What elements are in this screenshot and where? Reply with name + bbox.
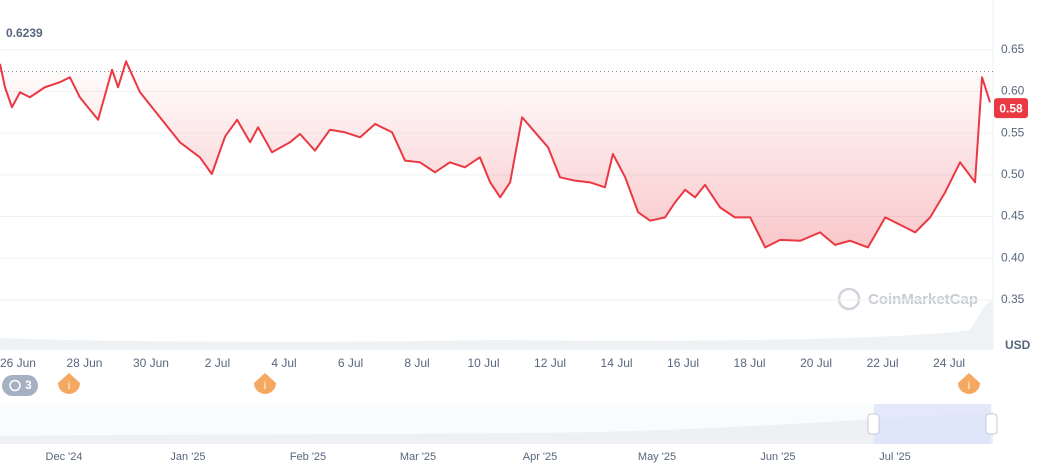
event-marker-shape — [58, 373, 80, 394]
event-marker-label: i — [968, 380, 970, 392]
y-tick-label: 0.45 — [1001, 209, 1025, 223]
reference-label: 0.6239 — [6, 26, 43, 40]
y-tick-label: 0.40 — [1001, 250, 1025, 264]
x-tick-label: 8 Jul — [404, 356, 429, 370]
x-tick-label: 6 Jul — [338, 356, 363, 370]
x-tick-label: 22 Jul — [867, 356, 899, 370]
volume-area — [0, 300, 993, 350]
navigator-label: Apr '25 — [523, 451, 558, 463]
navigator-label: Dec '24 — [46, 451, 83, 463]
event-marker-shape — [254, 373, 276, 394]
event-marker[interactable]: i — [958, 373, 980, 394]
x-tick-label: 4 Jul — [271, 356, 296, 370]
event-marker[interactable]: i — [254, 373, 276, 394]
y-tick-label: 0.60 — [1001, 84, 1025, 98]
navigator-label: Jun '25 — [760, 451, 795, 463]
x-tick-label: 20 Jul — [800, 356, 832, 370]
navigator-selection[interactable] — [874, 404, 991, 444]
price-area — [0, 71, 991, 248]
navigator-label: Feb '25 — [290, 451, 326, 463]
watermark: CoinMarketCap — [837, 287, 978, 311]
x-tick-label: 28 Jun — [66, 356, 102, 370]
price-line — [0, 60, 991, 249]
event-marker[interactable]: i — [58, 373, 80, 394]
y-tick-label: 0.35 — [1001, 292, 1025, 306]
x-tick-label: 12 Jul — [534, 356, 566, 370]
navigator-handle[interactable] — [867, 413, 880, 435]
navigator-label: Jan '25 — [170, 451, 205, 463]
event-marker-label: i — [68, 380, 70, 392]
event-marker-shape — [958, 373, 980, 394]
y-tick-label: 0.50 — [1001, 167, 1025, 181]
navigator-label: Jul '25 — [879, 451, 910, 463]
y-tick-label: 0.65 — [1001, 42, 1025, 56]
navigator-label: May '25 — [638, 451, 676, 463]
navigator-label: Mar '25 — [400, 451, 436, 463]
navigator-area — [0, 412, 993, 444]
x-tick-label: 16 Jul — [667, 356, 699, 370]
x-tick-label: 2 Jul — [205, 356, 230, 370]
x-tick-label: 18 Jul — [734, 356, 766, 370]
x-tick-label: 14 Jul — [601, 356, 633, 370]
y-axis-label: USD — [1005, 338, 1031, 352]
event-marker-label: i — [264, 380, 266, 392]
price-badge-label: 0.58 — [999, 101, 1023, 115]
x-tick-label: 26 Jun — [0, 356, 36, 370]
x-tick-label: 30 Jun — [133, 356, 169, 370]
x-tick-label: 10 Jul — [468, 356, 500, 370]
y-tick-label: 0.55 — [1001, 125, 1025, 139]
event-badge[interactable]: 3 — [2, 375, 38, 396]
navigator-handle[interactable] — [985, 413, 998, 435]
event-count: 3 — [25, 378, 32, 392]
price-badge — [994, 98, 1028, 119]
x-tick-label: 24 Jul — [933, 356, 965, 370]
